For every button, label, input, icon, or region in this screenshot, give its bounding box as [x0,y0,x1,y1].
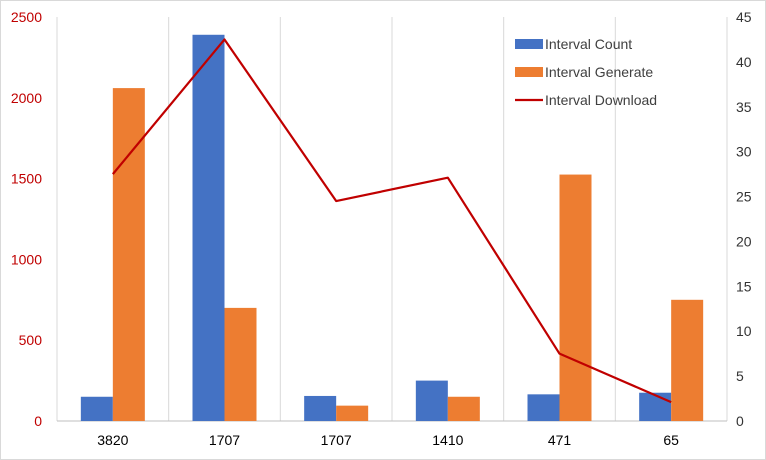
x-tick-label: 1410 [432,432,463,448]
y-right-tick-label: 0 [736,413,744,429]
bar-interval-count [639,392,672,421]
bar-interval-count [192,34,225,421]
y-right-tick-label: 25 [736,189,752,205]
x-tick-label: 3820 [97,432,128,448]
bar-interval-generate [112,88,145,421]
y-left-tick-label: 0 [34,413,42,429]
bar-interval-count [527,394,560,421]
x-tick-label: 1707 [209,432,240,448]
bar-interval-count [80,396,113,421]
bar-interval-count [415,380,448,421]
y-right-tick-label: 5 [736,368,744,384]
y-right-tick-label: 20 [736,233,752,249]
legend-swatch [515,67,543,77]
legend-label: Interval Generate [545,64,653,80]
y-left-tick-label: 1500 [11,171,42,187]
bar-interval-generate [447,396,480,421]
bar-interval-generate [671,299,704,421]
legend-label: Interval Count [545,36,632,52]
x-tick-label: 65 [663,432,679,448]
y-right-tick-label: 35 [736,99,752,115]
y-left-tick-label: 1000 [11,251,42,267]
y-left-tick-label: 2500 [11,9,42,25]
line-interval-download [111,38,672,404]
y-left-tick-label: 500 [19,332,43,348]
y-right-tick-label: 45 [736,9,752,25]
bar-interval-generate [336,405,369,421]
y-right-tick-label: 10 [736,323,752,339]
legend-swatch [515,39,543,49]
bar-interval-generate [224,307,257,421]
y-right-tick-label: 40 [736,54,752,70]
y-right-tick-label: 15 [736,278,752,294]
bar-interval-count [304,395,337,421]
legend-label: Interval Download [545,92,657,108]
bar-interval-generate [559,174,592,421]
y-right-tick-label: 30 [736,144,752,160]
x-tick-label: 1707 [321,432,352,448]
x-tick-label: 471 [548,432,572,448]
y-left-tick-label: 2000 [11,90,42,106]
